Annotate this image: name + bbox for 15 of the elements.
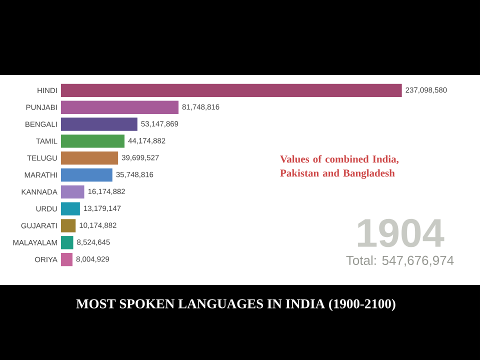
- bar: [61, 84, 402, 98]
- annotation: Total: 547,676,974: [346, 255, 454, 267]
- bar: [61, 134, 125, 148]
- annotation: Values of combined India, Pakistan and Bangladesh: [280, 155, 399, 179]
- bar: [61, 168, 112, 182]
- bar: [61, 252, 73, 266]
- bar: [61, 118, 138, 131]
- bar: [61, 151, 118, 165]
- annotation: 1904: [358, 218, 444, 248]
- bar: [61, 100, 179, 114]
- bar: [61, 236, 74, 250]
- bar: [61, 185, 84, 199]
- bar: [61, 202, 80, 216]
- text: MOST SPOKEN LANGUAGES IN INDIA (1900-2100): [76, 298, 396, 312]
- bar: [61, 219, 76, 232]
